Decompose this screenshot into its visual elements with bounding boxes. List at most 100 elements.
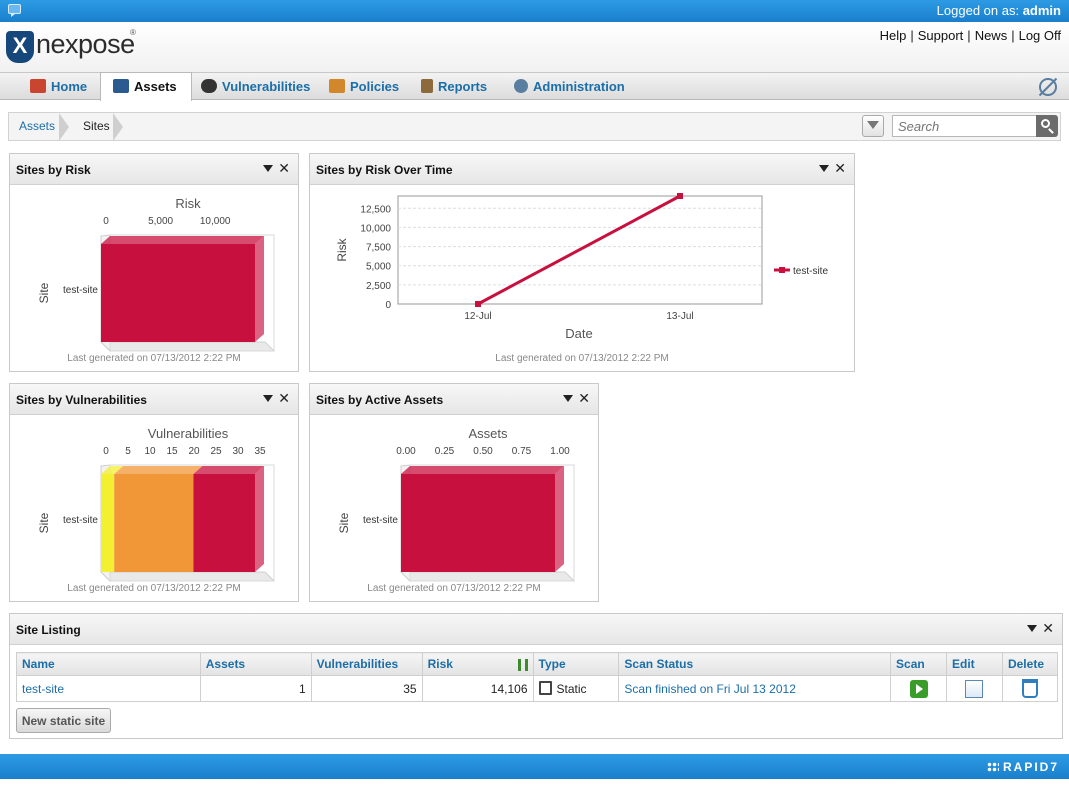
- column-header-type[interactable]: Type: [532, 652, 620, 676]
- bar: [101, 474, 115, 572]
- chart-title: Assets: [468, 426, 508, 441]
- header-links: Help | Support | News | Log Off: [879, 28, 1061, 43]
- x-tick-label: 13-Jul: [666, 311, 693, 322]
- close-icon[interactable]: ✕: [578, 390, 590, 406]
- collapse-icon[interactable]: [563, 395, 573, 402]
- scan-status-link[interactable]: Scan finished on Fri Jul 13 2012: [624, 681, 796, 696]
- x-tick-label: 25: [210, 446, 222, 457]
- site-name-link[interactable]: test-site: [22, 681, 65, 696]
- search-button[interactable]: [1036, 115, 1058, 137]
- nexpose-logo[interactable]: X nexpose ®: [6, 28, 146, 65]
- scan-icon[interactable]: [909, 679, 928, 698]
- site-table: Name Assets Vulnerabilities Risk Type Sc…: [16, 652, 1059, 702]
- collapse-icon[interactable]: [263, 395, 273, 402]
- close-icon[interactable]: ✕: [278, 390, 290, 406]
- x-tick-label: 20: [188, 446, 200, 457]
- bar-side: [255, 466, 264, 572]
- x-tick-label: 0: [103, 216, 109, 227]
- widget-title: Sites by Active Assets: [316, 393, 444, 407]
- chat-icon[interactable]: [8, 4, 21, 17]
- bar-top: [101, 466, 124, 474]
- login-info: Logged on as: admin: [936, 3, 1061, 18]
- bar: [401, 474, 555, 572]
- last-generated: Last generated on 07/13/2012 2:22 PM: [495, 353, 669, 364]
- y-axis-label: Site: [37, 282, 51, 303]
- filter-button[interactable]: [862, 115, 884, 137]
- legend-marker: [779, 267, 785, 273]
- collapse-icon[interactable]: [819, 165, 829, 172]
- widget-risk-over-time: Sites by Risk Over Time ✕ 0 2,500 5,000 7,50…: [309, 153, 855, 372]
- y-tick-label: 5,000: [366, 262, 391, 273]
- reports-icon: [421, 79, 433, 93]
- search-input[interactable]: [892, 115, 1038, 137]
- bar-side: [255, 236, 264, 342]
- x-axis-label: Date: [565, 326, 592, 341]
- close-icon[interactable]: ✕: [278, 160, 290, 176]
- news-link[interactable]: News: [974, 28, 1008, 43]
- bar-top: [401, 466, 564, 474]
- tab-administration[interactable]: Administration: [514, 73, 625, 100]
- column-header-scan-status[interactable]: Scan Status: [618, 652, 892, 676]
- last-generated: Last generated on 07/13/2012 2:22 PM: [67, 583, 241, 594]
- column-header-vulnerabilities[interactable]: Vulnerabilities: [310, 652, 423, 676]
- last-generated: Last generated on 07/13/2012 2:22 PM: [67, 353, 241, 364]
- breadcrumb-separator: [59, 113, 69, 141]
- category-label: test-site: [63, 515, 98, 526]
- help-link[interactable]: Help: [879, 28, 907, 43]
- edit-icon[interactable]: [965, 679, 984, 698]
- tab-home[interactable]: Home: [30, 73, 87, 100]
- widget-title: Site Listing: [16, 623, 81, 637]
- column-header-risk[interactable]: Risk: [421, 652, 534, 676]
- tab-vulnerabilities[interactable]: Vulnerabilities: [201, 73, 310, 100]
- y-axis-label: Risk: [335, 237, 349, 261]
- footer-bar: RAPID7: [0, 754, 1069, 779]
- bar-side: [555, 466, 564, 572]
- table-row: test-site 1 35 14,106 Static Scan finish…: [16, 675, 1059, 702]
- static-site-icon: [538, 681, 552, 695]
- tab-reports[interactable]: Reports: [421, 73, 487, 100]
- chart-floor: [99, 571, 276, 582]
- x-tick-label: 0.50: [473, 446, 493, 457]
- support-link[interactable]: Support: [917, 28, 964, 43]
- close-icon[interactable]: ✕: [1042, 620, 1054, 636]
- x-tick-label: 10,000: [200, 216, 231, 227]
- x-tick-label: 0.75: [512, 446, 532, 457]
- widget-title: Sites by Risk Over Time: [316, 163, 453, 177]
- y-tick-label: 0: [385, 300, 391, 311]
- settings-icon[interactable]: [1039, 78, 1057, 96]
- x-tick-label: 12-Jul: [464, 311, 491, 322]
- username: admin: [1022, 3, 1061, 18]
- column-header-name[interactable]: Name: [16, 652, 201, 676]
- widget-sites-by-risk: Sites by Risk ✕ Risk 0 5,000 10,000 Site test-…: [9, 153, 299, 372]
- sort-descending-icon[interactable]: [517, 659, 528, 671]
- x-tick-label: 5,000: [148, 216, 173, 227]
- close-icon[interactable]: ✕: [834, 160, 846, 176]
- column-header-edit: Edit: [946, 652, 1003, 676]
- breadcrumb-sites: Sites: [83, 119, 110, 133]
- tab-policies[interactable]: Policies: [329, 73, 399, 100]
- vulnerabilities-bar-chart: Vulnerabilities 0 5 10 15 20 25 30 35 Site test-si…: [37, 426, 276, 583]
- data-point: [475, 301, 481, 307]
- bar-top: [193, 466, 264, 474]
- collapse-icon[interactable]: [263, 165, 273, 172]
- legend-label: test-site: [793, 266, 828, 277]
- log-off-link[interactable]: Log Off: [1018, 28, 1061, 43]
- top-status-bar: Logged on as: admin: [0, 0, 1069, 22]
- x-tick-label: 10: [144, 446, 156, 457]
- collapse-icon[interactable]: [1027, 625, 1037, 632]
- header: X nexpose ® Help | Support | News | Log Off: [0, 22, 1069, 72]
- policies-icon: [329, 79, 345, 93]
- tab-assets[interactable]: Assets: [100, 72, 192, 101]
- vulnerabilities-icon: [201, 79, 217, 93]
- assets-icon: [113, 79, 129, 93]
- series-line: [477, 194, 681, 306]
- new-static-site-button[interactable]: New static site: [16, 708, 111, 733]
- breadcrumb-assets[interactable]: Assets: [19, 119, 56, 133]
- y-tick-label: 12,500: [360, 204, 391, 215]
- chart-floor: [99, 341, 276, 352]
- delete-icon[interactable]: [1021, 679, 1038, 698]
- category-label: test-site: [63, 285, 98, 296]
- column-header-assets[interactable]: Assets: [199, 652, 312, 676]
- home-icon: [30, 79, 46, 93]
- risk-score: 14,106: [421, 675, 534, 702]
